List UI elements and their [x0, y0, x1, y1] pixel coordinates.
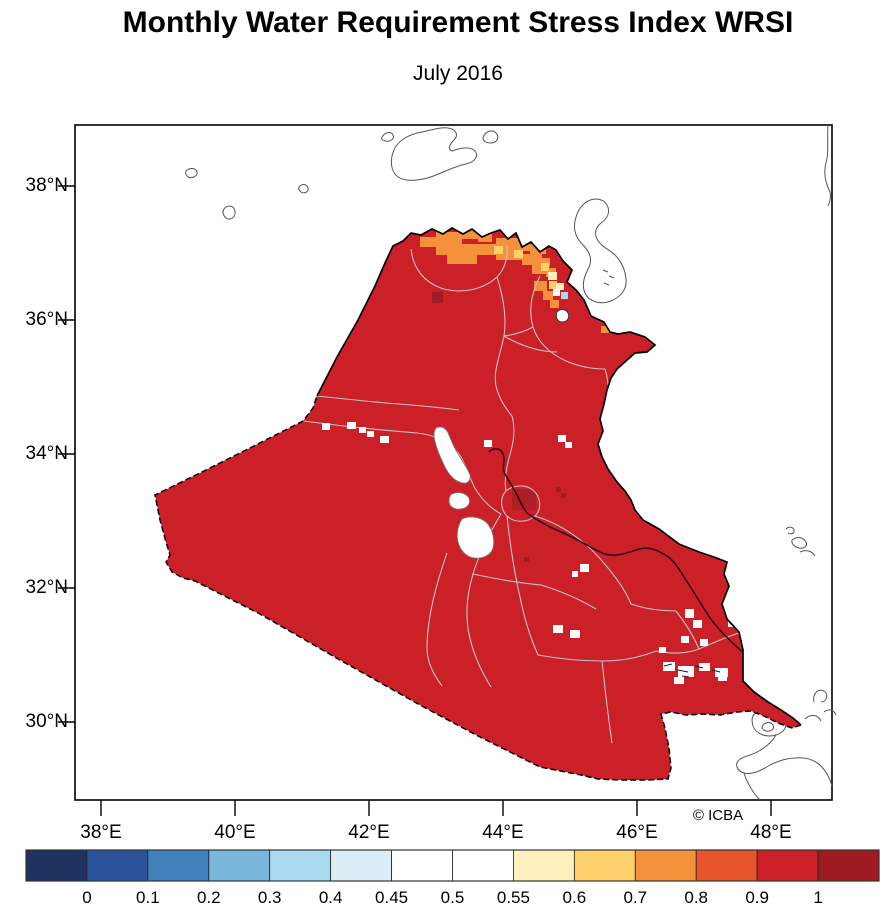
colorbar-tick-label: 0.55 [496, 888, 530, 907]
colorbar-tick-label: 0.8 [684, 888, 709, 907]
colorbar-tick-label: 0.6 [562, 888, 587, 907]
colorbar-cell [695, 849, 758, 882]
basemap-lakes-outlines [185, 124, 831, 557]
colorbar-outline [25, 849, 880, 882]
colorbar-tick-label: 0.45 [375, 888, 409, 907]
colorbar-cell [756, 849, 819, 882]
colorbar-cell [391, 849, 453, 882]
colorbar-cell [147, 849, 210, 882]
baghdad-dark-patch [512, 489, 536, 510]
wrsi-white-cell-ne [553, 289, 560, 296]
iraq-lakes [433, 309, 628, 559]
lat-tick-label: 30°N [25, 711, 68, 732]
marsh-marks [663, 663, 721, 678]
lat-tick-label: 38°N [25, 175, 68, 196]
colorbar-tick-label: 0.5 [440, 888, 465, 907]
colorbar-tick-label: 1 [813, 888, 823, 907]
colorbar-cell [269, 849, 332, 882]
chart-subtitle: July 2016 [413, 62, 503, 85]
colorbar-cell [573, 849, 636, 882]
colorbar-cell [634, 849, 697, 882]
colorbar-tick-label: 0 [82, 888, 92, 907]
colorbar-tick-label: 0.4 [318, 888, 343, 907]
colorbar-cell [452, 849, 514, 882]
lon-tick-label: 44°E [482, 822, 524, 843]
iraq-region-fill [155, 228, 801, 780]
colorbar-tick-label: 0.7 [623, 888, 648, 907]
wrsi-yellow-cells [548, 272, 564, 290]
lon-tick-label: 48°E [750, 822, 792, 843]
colorbar-tick-label: 0.9 [745, 888, 769, 907]
lon-tick-label: 40°E [214, 822, 256, 843]
lat-tick-label: 36°N [25, 309, 68, 330]
colorbar-cell [817, 849, 880, 882]
axis-ticks [58, 185, 772, 816]
colorbar-tick-label: 0.3 [257, 888, 282, 907]
wrsi-light-orange-cells [494, 246, 557, 289]
colorbar [25, 849, 880, 882]
colorbar-cell [330, 849, 392, 882]
colorbar-tick-label: 0.2 [196, 888, 221, 907]
lon-tick-label: 38°E [80, 822, 122, 843]
attribution-label: © ICBA [692, 807, 744, 824]
wrsi-blue-cell [561, 292, 568, 299]
lat-tick-label: 34°N [25, 443, 68, 464]
colorbar-cell [25, 849, 88, 882]
colorbar-cell [208, 849, 271, 882]
lat-tick-label: 32°N [25, 577, 68, 598]
colorbar-cell [513, 849, 575, 882]
colorbar-cell [86, 849, 149, 882]
wrsi-darkred-cells [432, 292, 566, 562]
lon-tick-label: 46°E [616, 822, 658, 843]
lon-tick-label: 42°E [348, 822, 390, 843]
iraq-border [154, 227, 802, 781]
governorate-boundaries [302, 245, 769, 744]
chart-title: Monthly Water Requirement Stress Index W… [122, 6, 794, 39]
colorbar-tick-label: 0.1 [136, 888, 160, 907]
